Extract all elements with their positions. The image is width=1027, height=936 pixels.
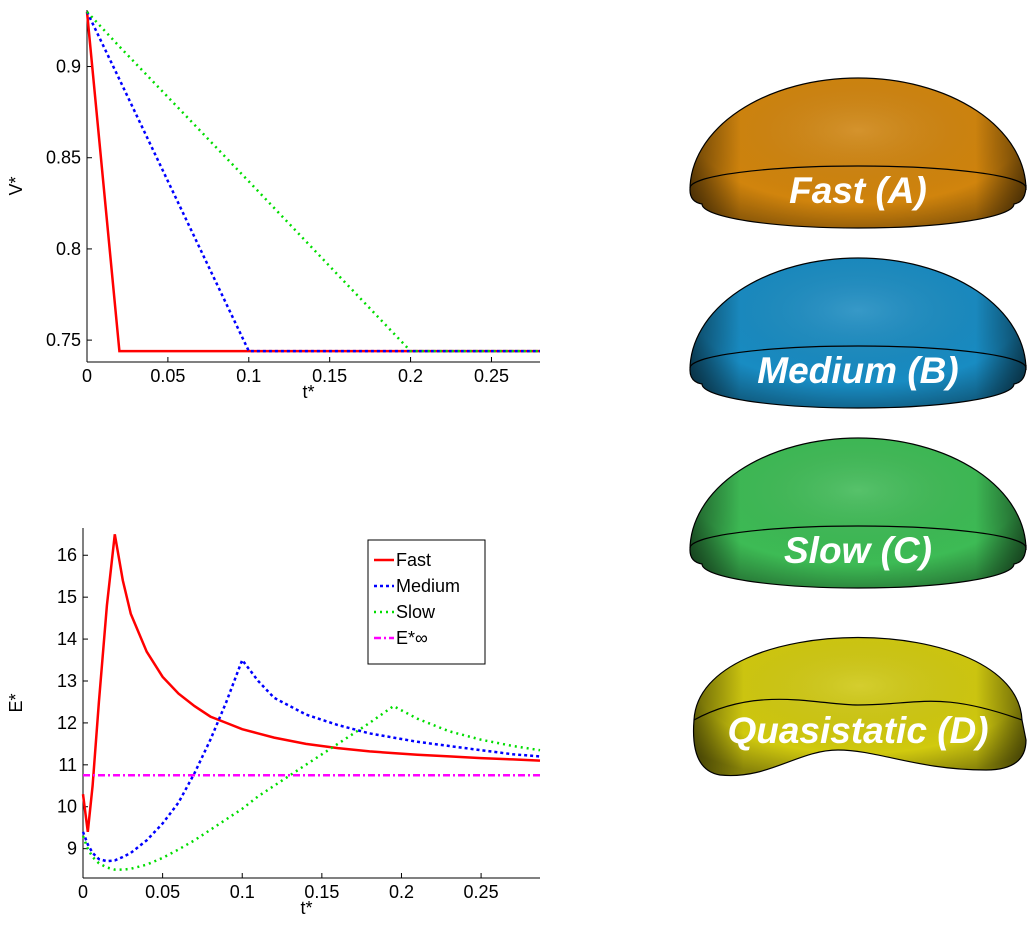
y-tick-label: 0.9 — [56, 57, 81, 77]
y-tick-label: 16 — [57, 545, 77, 565]
legend-label: E*∞ — [396, 628, 428, 648]
data-line — [83, 706, 540, 870]
x-tick-label: 0.25 — [474, 366, 509, 386]
shape-label: Medium (B) — [757, 350, 958, 391]
shape-label: Slow (C) — [784, 530, 932, 571]
y-tick-label: 10 — [57, 797, 77, 817]
data-line — [87, 12, 540, 351]
y-tick-label: 0.75 — [46, 330, 81, 350]
shape-label: Fast (A) — [789, 170, 927, 211]
x-tick-label: 0 — [82, 366, 92, 386]
legend-label: Slow — [396, 602, 436, 622]
shape: Quasistatic (D) — [694, 638, 1026, 776]
shape: Fast (A) — [690, 78, 1026, 228]
y-tick-label: 0.8 — [56, 239, 81, 259]
x-tick-label: 0.2 — [389, 882, 414, 902]
x-axis-label: t* — [302, 382, 314, 402]
y-tick-label: 9 — [67, 839, 77, 859]
y-tick-label: 15 — [57, 587, 77, 607]
figure: 0.75 0.8 0.85 0.9 0 0.05 0.1 0.15 0.2 0.25 t* V* 9 10… — [0, 0, 1027, 931]
data-line — [87, 12, 540, 351]
y-tick-label: 12 — [57, 713, 77, 733]
x-tick-label: 0.05 — [145, 882, 180, 902]
x-tick-label: 0.1 — [230, 882, 255, 902]
x-tick-label: 0 — [78, 882, 88, 902]
x-tick-label: 0.05 — [150, 366, 185, 386]
legend-label: Medium — [396, 576, 460, 596]
y-axis-label: V* — [6, 176, 26, 195]
x-tick-label: 0.15 — [312, 366, 347, 386]
y-tick-label: 0.85 — [46, 148, 81, 168]
data-line — [87, 12, 540, 351]
x-tick-label: 0.2 — [398, 366, 423, 386]
y-tick-label: 11 — [58, 755, 77, 775]
x-axis-label: t* — [300, 898, 312, 918]
legend-label: Fast — [396, 550, 431, 570]
x-tick-label: 0.1 — [236, 366, 261, 386]
shape: Medium (B) — [690, 258, 1026, 408]
shape-label: Quasistatic (D) — [727, 710, 988, 751]
y-tick-label: 13 — [57, 671, 77, 691]
x-tick-label: 0.25 — [464, 882, 499, 902]
y-tick-label: 14 — [57, 629, 77, 649]
y-axis-label: E* — [6, 693, 26, 712]
shape: Slow (C) — [690, 438, 1026, 588]
